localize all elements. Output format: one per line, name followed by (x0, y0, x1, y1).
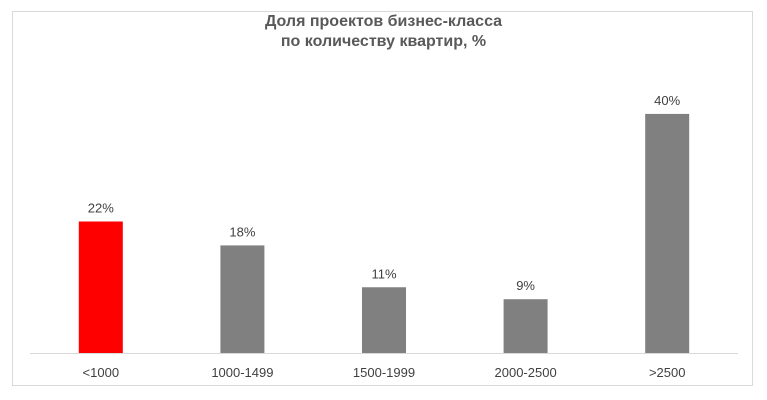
data-label-1: 22% (88, 201, 114, 216)
bar-2 (220, 245, 265, 353)
chart-title-line-1: Доля проектов бизнес-класса (264, 13, 503, 30)
chart-title-line-2: по количеству квартир, % (280, 33, 487, 50)
x-tick-label-5: >2500 (649, 365, 686, 380)
data-label-2: 18% (229, 224, 255, 239)
x-tick-label-3: 1500-1999 (353, 365, 415, 380)
x-tick-label-2: 1000-1499 (211, 365, 273, 380)
chart-title: Доля проектов бизнес-класса по количеств… (0, 12, 767, 52)
data-label-3: 11% (371, 266, 396, 281)
data-label-5: 40% (654, 93, 680, 108)
bar-3 (362, 287, 406, 353)
x-tick-label-1: <1000 (83, 365, 120, 380)
bar-1 (78, 221, 123, 353)
data-label-4: 9% (516, 278, 535, 293)
bar-4 (503, 299, 548, 353)
x-tick-label-4: 2000-2500 (495, 365, 557, 380)
bar-5 (645, 113, 690, 353)
